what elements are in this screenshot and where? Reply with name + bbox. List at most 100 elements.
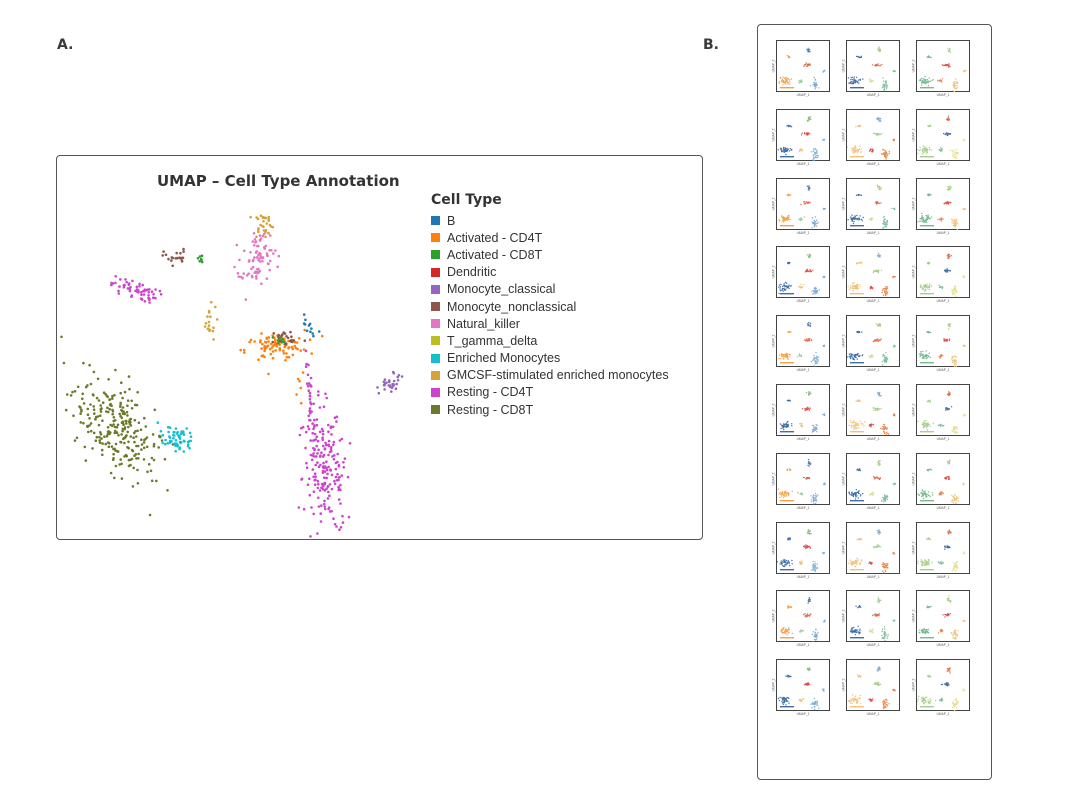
thumbnail-point bbox=[926, 331, 928, 334]
thumbnail-point bbox=[954, 426, 956, 428]
thumbnail-point bbox=[952, 293, 954, 295]
thumbnail-point bbox=[922, 220, 924, 222]
thumbnail-point bbox=[812, 430, 814, 433]
umap-point bbox=[312, 334, 315, 338]
thumbnail-point bbox=[869, 424, 871, 427]
umap-point bbox=[136, 468, 139, 472]
thumbnail-point bbox=[949, 325, 951, 327]
thumbnail-point bbox=[925, 147, 927, 149]
umap-point bbox=[142, 293, 146, 296]
thumbnail-point bbox=[885, 158, 887, 160]
thumbnail-point bbox=[876, 325, 879, 327]
thumbnail-point bbox=[815, 82, 818, 84]
feature-plot-thumbnail: UMAP_1 UMAP_2 bbox=[910, 446, 976, 515]
cluster-b bbox=[302, 313, 321, 338]
thumbnail-point bbox=[923, 631, 925, 634]
thumbnail-point bbox=[949, 613, 951, 615]
thumbnail-point bbox=[813, 354, 815, 357]
thumbnail-point bbox=[783, 149, 786, 151]
thumbnail-point bbox=[952, 361, 954, 364]
thumbnail-colorbar bbox=[850, 430, 864, 433]
thumbnail-point bbox=[854, 150, 856, 152]
umap-point bbox=[305, 329, 309, 333]
thumbnail-point bbox=[805, 391, 808, 394]
thumbnail-point bbox=[877, 669, 880, 671]
umap-point bbox=[167, 430, 170, 434]
thumbnail-point bbox=[812, 631, 814, 633]
thumbnail-point bbox=[878, 613, 880, 615]
thumbnail-point bbox=[930, 215, 932, 218]
thumbnail-point bbox=[955, 296, 957, 298]
thumbnail-point bbox=[949, 393, 951, 395]
thumbnail-y-label: UMAP_2 bbox=[841, 128, 846, 142]
thumbnail-point bbox=[818, 707, 820, 710]
thumbnail-point bbox=[880, 427, 882, 430]
umap-point bbox=[133, 418, 137, 422]
thumbnail-point bbox=[849, 82, 851, 84]
thumbnail-point bbox=[953, 365, 956, 368]
umap-point bbox=[114, 464, 118, 468]
thumbnail-point bbox=[854, 565, 856, 567]
thumbnail-point bbox=[953, 153, 955, 155]
umap-point bbox=[267, 232, 270, 235]
thumbnail-point bbox=[884, 151, 886, 154]
thumbnail-point bbox=[796, 356, 799, 358]
umap-point bbox=[272, 252, 275, 255]
umap-point bbox=[309, 330, 312, 333]
thumbnail-point bbox=[810, 115, 812, 118]
umap-point bbox=[346, 475, 350, 479]
umap-point bbox=[100, 437, 103, 440]
thumbnail-point bbox=[879, 64, 882, 66]
thumbnail-point bbox=[784, 698, 786, 700]
thumbnail-point bbox=[962, 275, 964, 278]
thumbnail-point bbox=[800, 355, 802, 358]
thumbnail-point bbox=[814, 700, 816, 703]
thumbnail-point bbox=[855, 495, 857, 498]
thumbnail-point bbox=[780, 148, 782, 150]
thumbnail-point bbox=[788, 214, 790, 217]
umap-point bbox=[320, 504, 323, 507]
thumbnail-point bbox=[854, 148, 856, 151]
thumbnail-point bbox=[802, 630, 805, 632]
thumbnail-point bbox=[799, 631, 802, 633]
thumbnail-point bbox=[877, 64, 879, 66]
thumbnail-colorbar bbox=[780, 293, 794, 295]
thumbnail-point bbox=[852, 698, 854, 700]
umap-point bbox=[106, 406, 109, 410]
feature-plot-thumbnail: UMAP_1 UMAP_2 bbox=[840, 515, 906, 584]
umap-point bbox=[171, 264, 174, 268]
thumbnail-point bbox=[927, 356, 929, 359]
thumbnail-point bbox=[789, 218, 791, 220]
thumbnail-point bbox=[857, 355, 860, 358]
umap-point bbox=[262, 220, 265, 223]
umap-point bbox=[304, 365, 308, 368]
thumbnail-point bbox=[859, 214, 861, 217]
thumbnail-point bbox=[853, 699, 856, 701]
umap-point bbox=[329, 469, 333, 472]
thumbnail-point bbox=[815, 498, 817, 501]
umap-point bbox=[339, 502, 342, 505]
thumbnail-point bbox=[813, 569, 816, 571]
umap-point bbox=[316, 452, 319, 455]
thumbnail-point bbox=[807, 464, 809, 466]
thumbnail-colorbar bbox=[850, 637, 864, 639]
thumbnail-point bbox=[888, 152, 890, 154]
thumbnail-point bbox=[815, 500, 818, 502]
thumbnail-point bbox=[788, 629, 790, 631]
umap-point bbox=[136, 457, 140, 460]
thumbnail-point bbox=[886, 705, 889, 707]
thumbnail-scatter bbox=[847, 323, 896, 366]
thumbnail-point bbox=[921, 84, 923, 86]
thumbnail-point bbox=[784, 148, 787, 150]
umap-point bbox=[181, 430, 185, 433]
umap-point bbox=[158, 289, 162, 293]
umap-point bbox=[308, 477, 311, 481]
thumbnail-point bbox=[808, 48, 811, 51]
thumbnail-point bbox=[780, 353, 783, 355]
thumbnail-point bbox=[849, 289, 851, 291]
thumbnail-point bbox=[882, 227, 884, 229]
thumbnail-point bbox=[881, 87, 884, 89]
umap-point bbox=[110, 281, 113, 285]
thumbnail-point bbox=[787, 494, 790, 496]
thumbnail-point bbox=[800, 422, 802, 425]
